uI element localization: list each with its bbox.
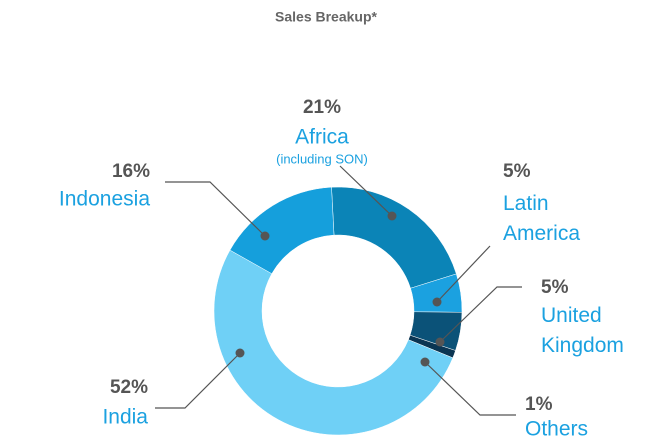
leader-dot <box>260 231 270 241</box>
category-label: India <box>102 406 148 429</box>
chart-title: Sales Breakup* <box>275 9 377 25</box>
leader-dot <box>235 348 245 358</box>
category-label: Indonesia <box>59 188 150 211</box>
leader-line <box>439 286 522 343</box>
leader-dot <box>387 211 397 221</box>
value-label: 5% <box>541 277 569 298</box>
leader-dot <box>432 297 442 307</box>
category-label: Africa <box>295 126 349 149</box>
leader-line <box>155 352 241 409</box>
leader-line <box>339 165 393 217</box>
donut-segment <box>331 186 457 289</box>
value-label: 5% <box>503 161 531 182</box>
leader-line <box>165 181 266 237</box>
leader-dot <box>420 357 430 367</box>
category-label-line: United <box>541 304 602 327</box>
category-label-line: Kingdom <box>541 334 624 357</box>
category-label-line: Latin <box>503 192 549 215</box>
category-label-line: America <box>503 222 580 245</box>
value-label: 21% <box>303 97 341 118</box>
donut-segment <box>213 249 454 436</box>
category-label: United Kingdom <box>541 304 624 357</box>
leader-line <box>436 245 491 303</box>
annotation: (including SON) <box>276 151 368 166</box>
donut-segment <box>229 186 335 275</box>
category-label: Others <box>525 418 588 440</box>
value-label: 1% <box>525 394 553 415</box>
category-label: Latin America <box>503 192 580 245</box>
value-label: 52% <box>110 377 148 398</box>
value-label: 16% <box>112 161 150 182</box>
leader-dot <box>435 337 445 347</box>
leader-line <box>424 361 516 416</box>
